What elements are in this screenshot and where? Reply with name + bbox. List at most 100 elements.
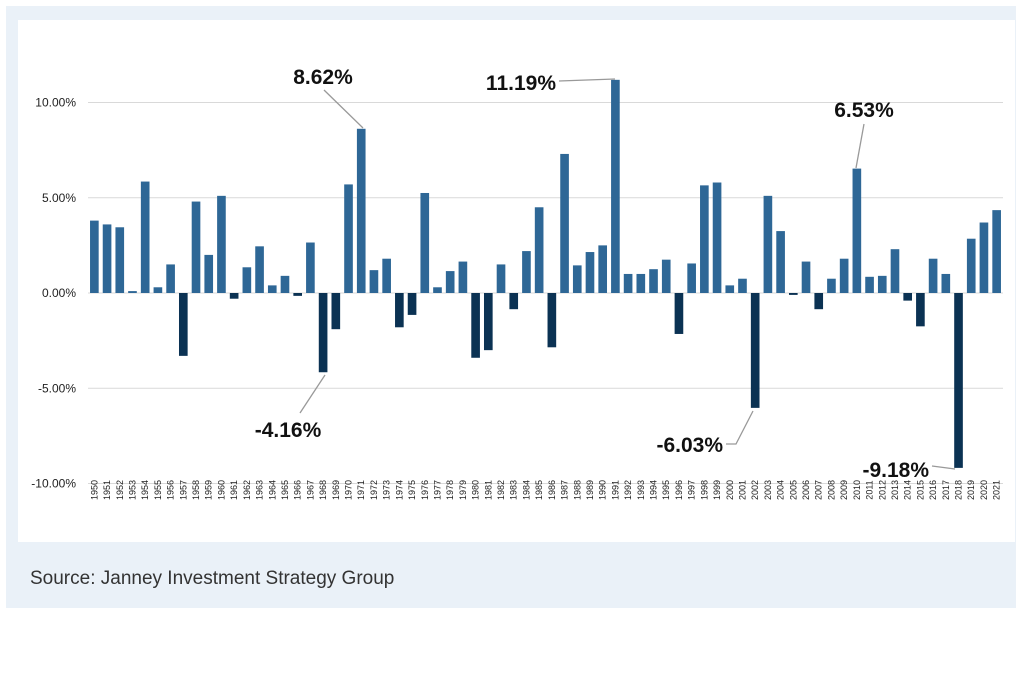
bar-1972 bbox=[369, 270, 379, 293]
bar-1988 bbox=[572, 265, 582, 293]
bar-1971 bbox=[356, 128, 366, 293]
bar-1962 bbox=[242, 267, 252, 293]
bar-2016 bbox=[928, 258, 938, 293]
x-tick-label: 1972 bbox=[369, 480, 379, 500]
bar-1996 bbox=[674, 293, 684, 334]
x-tick-label: 2005 bbox=[788, 480, 798, 500]
x-tick-label: 2013 bbox=[890, 480, 900, 500]
x-tick-label: 2002 bbox=[750, 480, 760, 500]
bar-1983 bbox=[509, 293, 519, 310]
x-tick-label: 1992 bbox=[623, 480, 633, 500]
x-tick-label: 1985 bbox=[534, 480, 544, 500]
bar-1984 bbox=[522, 251, 531, 293]
annotation-label-1971: 8.62% bbox=[293, 66, 353, 89]
x-tick-label: 2007 bbox=[814, 480, 824, 500]
annotation-label-2002: -6.03% bbox=[656, 434, 723, 457]
annotation-leader-line bbox=[558, 78, 616, 82]
x-tick-label: 1955 bbox=[153, 480, 163, 500]
x-tick-label: 2015 bbox=[915, 480, 925, 500]
bar-1997 bbox=[687, 263, 696, 293]
x-tick-label: 2014 bbox=[903, 480, 913, 500]
bar-2013 bbox=[890, 249, 900, 293]
x-tick-label: 1951 bbox=[102, 480, 112, 500]
x-tick-label: 1993 bbox=[636, 480, 646, 500]
y-tick-label: 10.00% bbox=[35, 96, 76, 110]
bar-2021 bbox=[992, 210, 1001, 293]
x-tick-label: 1996 bbox=[674, 480, 684, 500]
bar-1956 bbox=[166, 264, 175, 293]
x-tick-label: 1962 bbox=[242, 480, 252, 500]
bar-1963 bbox=[255, 246, 264, 293]
x-tick-label: 1989 bbox=[585, 480, 595, 500]
bar-1979 bbox=[458, 261, 468, 293]
bar-2015 bbox=[916, 293, 925, 327]
x-tick-label: 1950 bbox=[89, 480, 99, 500]
x-tick-label: 1968 bbox=[318, 480, 328, 500]
bar-2005 bbox=[788, 293, 798, 295]
x-tick-label: 2021 bbox=[992, 480, 1002, 500]
x-tick-label: 1983 bbox=[509, 480, 519, 500]
bar-2011 bbox=[865, 276, 874, 293]
bar-1994 bbox=[649, 269, 658, 293]
x-tick-label: 1971 bbox=[356, 480, 366, 500]
x-tick-label: 1980 bbox=[471, 480, 481, 500]
annotation-label-2018: -9.18% bbox=[862, 459, 929, 482]
x-tick-label: 2020 bbox=[979, 480, 989, 500]
bar-2006 bbox=[801, 261, 811, 293]
x-tick-label: 2000 bbox=[725, 480, 735, 500]
plot-area: -10.00% -5.00% 0.00% 5.00% 10.00% 1950 1951 19… bbox=[18, 20, 1015, 542]
x-tick-label: 1998 bbox=[699, 480, 709, 500]
bar-1968 bbox=[318, 293, 328, 373]
x-tick-label: 2018 bbox=[954, 480, 964, 500]
bar-2018 bbox=[954, 293, 963, 468]
bar-2000 bbox=[725, 285, 735, 293]
bar-2002 bbox=[750, 293, 760, 408]
bar-1953 bbox=[128, 291, 137, 293]
y-tick-label: 5.00% bbox=[42, 191, 76, 205]
x-tick-label: 1976 bbox=[420, 480, 430, 500]
bar-1959 bbox=[204, 254, 214, 293]
annotation-leader-line bbox=[855, 123, 865, 169]
bar-1950 bbox=[90, 220, 99, 293]
bar-2003 bbox=[763, 195, 773, 293]
bar-2001 bbox=[738, 278, 747, 293]
annotation-leader-line bbox=[299, 374, 326, 414]
x-tick-label: 1970 bbox=[344, 480, 354, 500]
x-tick-label: 1961 bbox=[229, 480, 239, 500]
bar-1978 bbox=[445, 271, 455, 293]
x-tick-label: 2006 bbox=[801, 480, 811, 500]
annotation-leader-line bbox=[726, 410, 754, 445]
x-tick-label: 2008 bbox=[826, 480, 836, 500]
x-tick-label: 1964 bbox=[267, 480, 277, 500]
bar-2020 bbox=[979, 222, 989, 293]
x-tick-label: 1997 bbox=[687, 480, 697, 500]
x-tick-label: 2010 bbox=[852, 480, 862, 500]
annotation-label-1968: -4.16% bbox=[255, 419, 322, 442]
bar-1952 bbox=[115, 227, 125, 293]
bar-1989 bbox=[585, 252, 595, 293]
bar-1975 bbox=[407, 293, 417, 315]
x-tick-label: 1987 bbox=[560, 480, 570, 500]
x-tick-label: 1965 bbox=[280, 480, 290, 500]
x-tick-label: 1953 bbox=[127, 480, 137, 500]
y-tick-label: 0.00% bbox=[42, 286, 76, 300]
bar-1960 bbox=[217, 195, 226, 293]
gridlines bbox=[88, 102, 1003, 484]
x-tick-label: 2011 bbox=[865, 480, 875, 499]
chart-frame: -10.00% -5.00% 0.00% 5.00% 10.00% 1950 1951 19… bbox=[6, 6, 1016, 608]
x-tick-label: 1956 bbox=[166, 480, 176, 500]
x-tick-label: 1969 bbox=[331, 480, 341, 500]
annotation-label-1991: 11.19% bbox=[486, 72, 556, 95]
bar-2008 bbox=[827, 278, 836, 293]
x-tick-label: 1979 bbox=[458, 480, 468, 500]
bar-2014 bbox=[903, 293, 913, 301]
x-tick-label: 1973 bbox=[382, 480, 392, 500]
x-tick-label: 1978 bbox=[445, 480, 455, 500]
x-tick-label: 1999 bbox=[712, 480, 722, 500]
x-tick-label: 1967 bbox=[305, 480, 315, 500]
bar-1993 bbox=[636, 273, 646, 293]
bar-1982 bbox=[496, 264, 506, 293]
annotation-leader-line bbox=[931, 465, 956, 470]
x-tick-label: 2012 bbox=[877, 480, 887, 500]
bar-1965 bbox=[280, 275, 290, 293]
